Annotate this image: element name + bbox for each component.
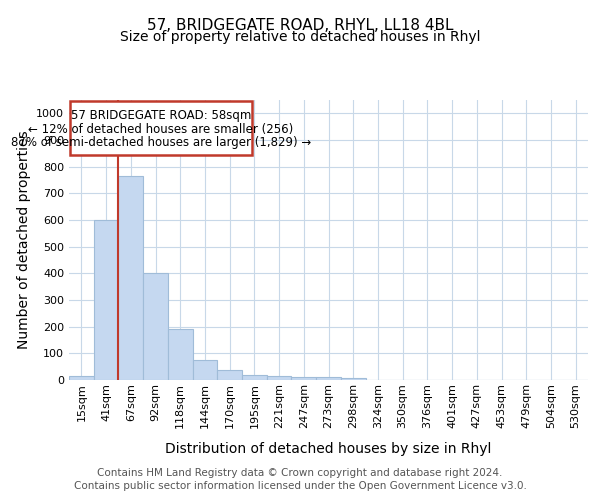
Bar [217, 370, 242, 380]
X-axis label: Distribution of detached houses by size in Rhyl: Distribution of detached houses by size … [166, 442, 491, 456]
Text: 57, BRIDGEGATE ROAD, RHYL, LL18 4BL: 57, BRIDGEGATE ROAD, RHYL, LL18 4BL [147, 18, 453, 32]
Bar [69, 376, 94, 380]
Bar [70, 102, 252, 154]
Text: Contains public sector information licensed under the Open Government Licence v3: Contains public sector information licen… [74, 481, 526, 491]
Text: ← 12% of detached houses are smaller (256): ← 12% of detached houses are smaller (25… [28, 123, 293, 136]
Bar [193, 360, 217, 380]
Text: Contains HM Land Registry data © Crown copyright and database right 2024.: Contains HM Land Registry data © Crown c… [97, 468, 503, 477]
Bar [143, 274, 168, 380]
Bar [242, 374, 267, 380]
Bar [168, 330, 193, 380]
Bar [118, 176, 143, 380]
Y-axis label: Number of detached properties: Number of detached properties [17, 130, 31, 350]
Bar [292, 377, 316, 380]
Bar [341, 378, 365, 380]
Bar [94, 220, 118, 380]
Bar [316, 377, 341, 380]
Text: 57 BRIDGEGATE ROAD: 58sqm: 57 BRIDGEGATE ROAD: 58sqm [71, 110, 251, 122]
Text: Size of property relative to detached houses in Rhyl: Size of property relative to detached ho… [120, 30, 480, 44]
Bar [267, 376, 292, 380]
Text: 87% of semi-detached houses are larger (1,829) →: 87% of semi-detached houses are larger (… [11, 136, 311, 149]
